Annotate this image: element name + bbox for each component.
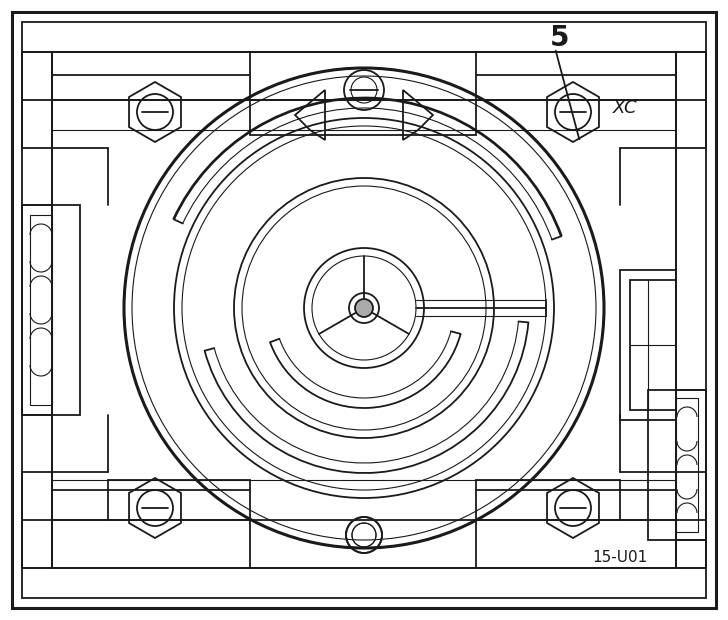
Bar bbox=[676, 472, 706, 568]
Bar bbox=[22, 472, 52, 568]
Bar bbox=[676, 398, 698, 532]
Bar bbox=[476, 480, 620, 520]
Bar bbox=[30, 215, 52, 405]
Bar bbox=[648, 390, 706, 540]
Bar bbox=[250, 100, 476, 135]
Bar bbox=[676, 52, 706, 148]
Bar bbox=[22, 205, 80, 415]
Bar bbox=[620, 270, 676, 420]
Bar bbox=[108, 480, 250, 520]
Text: 5: 5 bbox=[550, 24, 570, 52]
Bar bbox=[22, 52, 706, 100]
Bar bbox=[676, 390, 706, 540]
Bar bbox=[52, 52, 676, 568]
Bar bbox=[52, 52, 676, 568]
Circle shape bbox=[355, 299, 373, 317]
Bar bbox=[22, 520, 706, 568]
Bar bbox=[22, 205, 52, 415]
Bar bbox=[630, 280, 676, 410]
Bar bbox=[22, 52, 52, 148]
Text: XC: XC bbox=[613, 99, 637, 117]
Text: 15-U01: 15-U01 bbox=[593, 551, 648, 565]
